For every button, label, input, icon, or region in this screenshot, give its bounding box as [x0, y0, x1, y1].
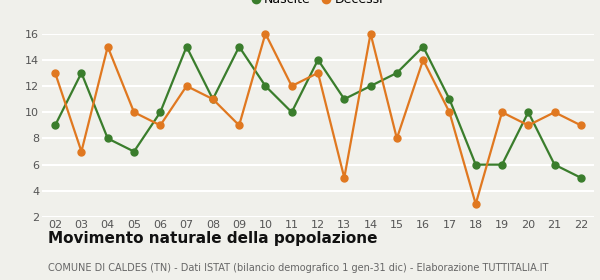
Line: Decessi: Decessi [52, 30, 584, 207]
Nascite [314, 58, 322, 62]
Nascite [104, 137, 112, 140]
Decessi [236, 124, 243, 127]
Nascite [524, 111, 532, 114]
Decessi [577, 124, 584, 127]
Nascite [157, 111, 164, 114]
Nascite [499, 163, 506, 166]
Nascite [262, 84, 269, 88]
Nascite [419, 45, 427, 48]
Decessi [446, 111, 453, 114]
Decessi [551, 111, 558, 114]
Decessi [130, 111, 137, 114]
Decessi [157, 124, 164, 127]
Decessi [183, 84, 190, 88]
Nascite [236, 45, 243, 48]
Decessi [367, 32, 374, 35]
Nascite [472, 163, 479, 166]
Nascite [367, 84, 374, 88]
Decessi [314, 71, 322, 74]
Decessi [209, 97, 217, 101]
Text: Movimento naturale della popolazione: Movimento naturale della popolazione [47, 231, 377, 246]
Decessi [288, 84, 295, 88]
Legend: Nascite, Decessi: Nascite, Decessi [248, 0, 388, 11]
Nascite [130, 150, 137, 153]
Decessi [499, 111, 506, 114]
Nascite [393, 71, 400, 74]
Nascite [446, 97, 453, 101]
Text: COMUNE DI CALDES (TN) - Dati ISTAT (bilancio demografico 1 gen-31 dic) - Elabora: COMUNE DI CALDES (TN) - Dati ISTAT (bila… [47, 263, 548, 273]
Nascite [209, 97, 217, 101]
Decessi [419, 58, 427, 62]
Nascite [288, 111, 295, 114]
Decessi [472, 202, 479, 206]
Decessi [52, 71, 59, 74]
Nascite [341, 97, 348, 101]
Decessi [104, 45, 112, 48]
Decessi [341, 176, 348, 179]
Decessi [524, 124, 532, 127]
Nascite [183, 45, 190, 48]
Line: Nascite: Nascite [52, 43, 584, 181]
Nascite [52, 124, 59, 127]
Nascite [551, 163, 558, 166]
Decessi [393, 137, 400, 140]
Nascite [577, 176, 584, 179]
Decessi [262, 32, 269, 35]
Decessi [78, 150, 85, 153]
Nascite [78, 71, 85, 74]
